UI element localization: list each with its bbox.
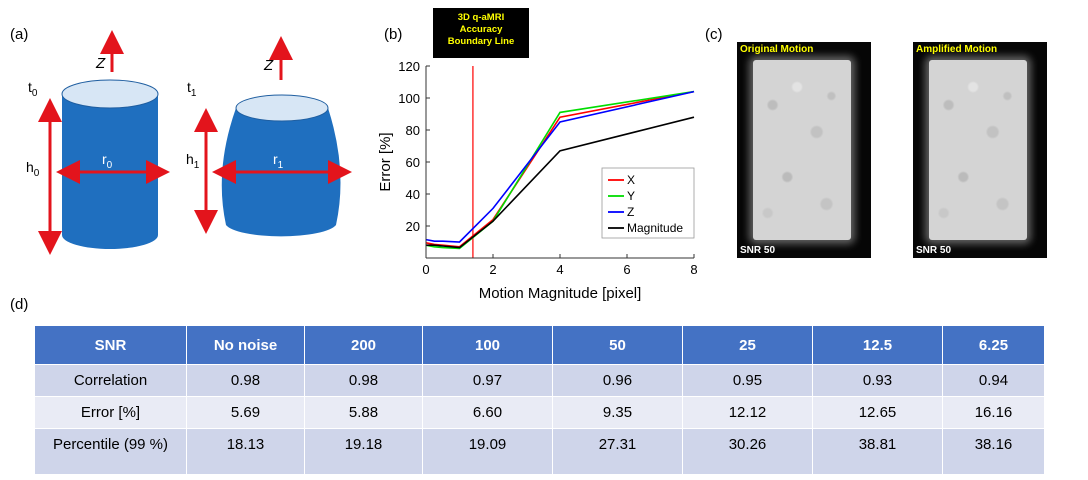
table-cell: 0.93 (812, 364, 943, 397)
table-header: 25 (682, 325, 813, 365)
r0-label: r0 (102, 151, 113, 171)
table-header: SNR (34, 325, 187, 365)
deformation-diagram: Z t0 h0 r0 Z t1 h1 r1 (26, 30, 352, 255)
table-cell: 19.09 (422, 428, 553, 475)
table-row: Correlation 0.98 0.98 0.97 0.96 0.95 0.9… (34, 364, 1045, 397)
table-cell: 30.26 (682, 428, 813, 475)
table-cell: 27.31 (552, 428, 683, 475)
legend-label: Y (627, 189, 635, 203)
phantom-region (929, 60, 1027, 240)
table-header: 12.5 (812, 325, 943, 365)
callout-line-2: Accuracy (459, 24, 503, 35)
series-line-magnitude (426, 116, 695, 249)
table-cell: 9.35 (552, 396, 683, 429)
panel-label-b: (b) (384, 26, 403, 43)
callout-line-1: 3D q-aMRI (457, 12, 505, 23)
table-cell: 12.12 (682, 396, 813, 429)
table-header: 6.25 (942, 325, 1045, 365)
h1-label: h1 (186, 151, 200, 171)
x-tick-label: 4 (556, 262, 563, 277)
z-label-t0: Z (95, 55, 106, 72)
table-header-row: SNR No noise 200 100 50 25 12.5 6.25 (34, 325, 1045, 365)
snr-results-table: SNR No noise 200 100 50 25 12.5 6.25 Cor… (34, 325, 1045, 475)
amplified-motion-image: Amplified Motion SNR 50 (913, 42, 1047, 258)
t1-label: t1 (187, 79, 197, 99)
table-cell: 0.95 (682, 364, 813, 397)
table-cell: 12.65 (812, 396, 943, 429)
image-snr-amplified: SNR 50 (916, 245, 952, 256)
z-label-t1: Z (263, 57, 274, 74)
table-cell: 16.16 (942, 396, 1045, 429)
table-cell: 38.81 (812, 428, 943, 475)
table-row: Error [%] 5.69 5.88 6.60 9.35 12.12 12.6… (34, 396, 1045, 429)
table-header: 50 (552, 325, 683, 365)
y-tick-label: 120 (398, 59, 420, 74)
table-header: 200 (304, 325, 423, 365)
x-tick-label: 6 (623, 262, 630, 277)
error-line-chart: 0 2 4 6 8 20 40 60 80 100 120 Motion Magnitude [pix… (377, 59, 698, 302)
table-cell: 0.96 (552, 364, 683, 397)
legend-label: Magnitude (627, 221, 683, 235)
y-axis-label: Error [%] (377, 132, 394, 191)
table-cell: 0.97 (422, 364, 553, 397)
table-cell: 19.18 (304, 428, 423, 475)
table-cell: 0.94 (942, 364, 1045, 397)
table-cell: 6.60 (422, 396, 553, 429)
x-tick-label: 2 (489, 262, 496, 277)
image-snr-original: SNR 50 (740, 245, 776, 256)
table-header: 100 (422, 325, 553, 365)
y-tick-label: 80 (406, 123, 420, 138)
table-cell: 18.13 (186, 428, 305, 475)
legend-label: Z (627, 205, 634, 219)
table-row: Percentile (99 %) 18.13 19.18 19.09 27.3… (34, 428, 1045, 475)
x-axis-label: Motion Magnitude [pixel] (479, 285, 642, 302)
y-tick-label: 60 (406, 155, 420, 170)
panel-label-c: (c) (705, 26, 723, 43)
image-title-amplified: Amplified Motion (916, 44, 998, 55)
legend-label: X (627, 173, 635, 187)
panel-label-a: (a) (10, 26, 29, 43)
r1-label: r1 (273, 151, 284, 171)
y-tick-label: 20 (406, 219, 420, 234)
y-tick-label: 40 (406, 187, 420, 202)
image-title-original: Original Motion (740, 44, 814, 55)
x-tick-label: 8 (690, 262, 697, 277)
t0-label: t0 (28, 79, 38, 99)
h0-label: h0 (26, 159, 40, 179)
table-cell: 5.69 (186, 396, 305, 429)
table-cell: 0.98 (304, 364, 423, 397)
original-motion-image: Original Motion SNR 50 (737, 42, 871, 258)
series-line-z (425, 90, 695, 243)
table-cell: 0.98 (186, 364, 305, 397)
table-cell: 5.88 (304, 396, 423, 429)
x-tick-label: 0 (422, 262, 429, 277)
table-cell: 38.16 (942, 428, 1045, 475)
accuracy-boundary-callout: 3D q-aMRI Accuracy Boundary Line (433, 8, 529, 58)
y-tick-label: 100 (398, 91, 420, 106)
phantom-region (753, 60, 851, 240)
table-cell: Correlation (34, 364, 187, 397)
callout-line-3: Boundary Line (447, 36, 515, 47)
table-header: No noise (186, 325, 305, 365)
panel-label-d: (d) (10, 296, 29, 313)
table-cell: Error [%] (34, 396, 187, 429)
table-cell: Percentile (99 %) (34, 428, 187, 475)
